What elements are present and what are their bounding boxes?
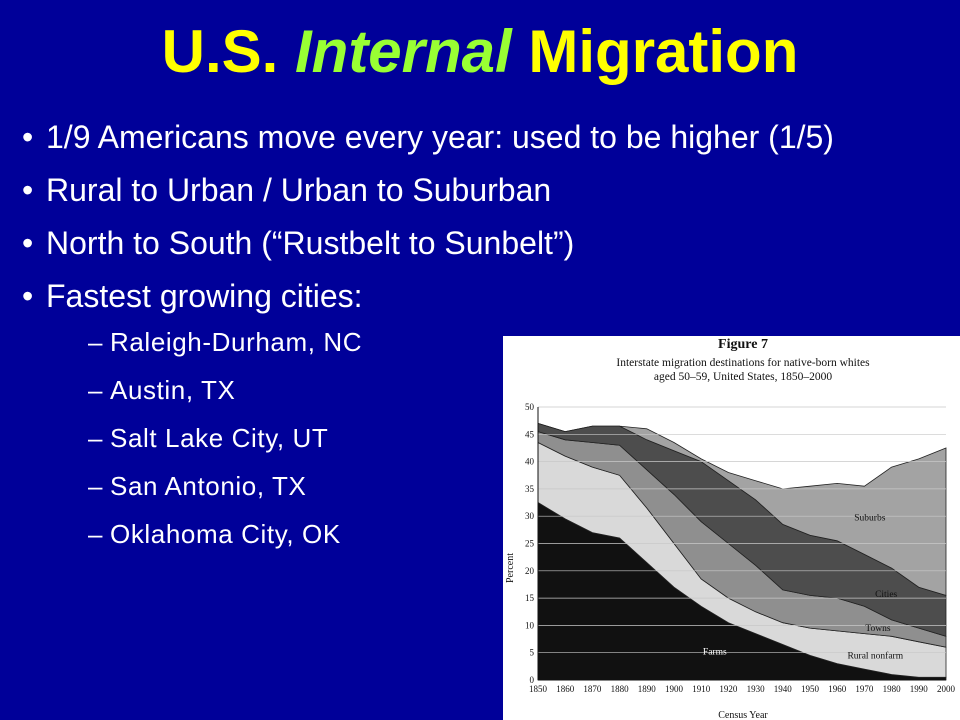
x-tick-label: 1970 <box>855 684 874 694</box>
chart-gridlines <box>537 406 946 681</box>
y-tick-label: 10 <box>525 620 535 630</box>
y-tick-label: 35 <box>525 484 535 494</box>
series-label: Farms <box>703 647 727 657</box>
bullet-text: North to South (“Rustbelt to Sunbelt”) <box>46 225 575 261</box>
y-tick-label: 25 <box>525 539 535 549</box>
series-label: Cities <box>875 590 897 600</box>
bullet-item: Rural to Urban / Urban to Suburban <box>22 171 886 209</box>
x-tick-label: 1870 <box>583 684 602 694</box>
y-tick-label: 5 <box>530 648 535 658</box>
bullet-list: 1/9 Americans move every year: used to b… <box>22 118 886 567</box>
city-item: – San Antonio, TX <box>88 471 886 501</box>
area-suburbs <box>537 423 947 596</box>
x-tick-label: 1910 <box>692 684 711 694</box>
city-text: San Antonio, TX <box>110 471 307 501</box>
x-tick-label: 1890 <box>638 684 657 694</box>
title-italic-word: Internal <box>295 18 512 85</box>
x-tick-label: 1990 <box>910 684 929 694</box>
x-tick-label: 1880 <box>611 684 630 694</box>
city-text: Salt Lake City, UT <box>110 423 329 453</box>
city-text: Austin, TX <box>110 375 236 405</box>
city-item: – Oklahoma City, OK <box>88 519 886 549</box>
bullet-item: North to South (“Rustbelt to Sunbelt”) <box>22 224 886 262</box>
title-prefix: U.S. <box>161 18 295 85</box>
series-label: Towns <box>865 624 891 634</box>
chart-title-line-2: aged 50–59, United States, 1850–2000 <box>654 371 832 383</box>
y-tick-label: 0 <box>530 675 535 685</box>
migration-figure: Figure 7 Interstate migration destinatio… <box>503 336 960 720</box>
y-axis-ticks: 0 5 10 15 20 25 30 35 40 45 50 <box>525 402 535 685</box>
y-tick-label: 50 <box>525 402 535 412</box>
y-tick-label: 45 <box>525 429 535 439</box>
bullet-text: Fastest growing cities: <box>46 278 363 314</box>
y-tick-label: 30 <box>525 511 535 521</box>
x-tick-label: 1960 <box>828 684 847 694</box>
series-labels: Farms Rural nonfarm Towns Cities Suburbs <box>703 514 904 662</box>
city-item: – Raleigh-Durham, NC <box>88 327 886 357</box>
y-tick-label: 15 <box>525 593 535 603</box>
bullet-item: 1/9 Americans move every year: used to b… <box>22 118 886 156</box>
title-suffix: Migration <box>511 18 799 85</box>
dash-marker: – <box>88 519 104 549</box>
dash-marker: – <box>88 423 104 453</box>
dash-marker: – <box>88 471 104 501</box>
city-text: Raleigh-Durham, NC <box>110 327 363 357</box>
x-tick-label: 1950 <box>801 684 820 694</box>
x-axis-label: Census Year <box>718 710 768 720</box>
series-label: Suburbs <box>854 514 885 524</box>
y-axis-label: Percent <box>505 553 516 583</box>
x-tick-label: 1980 <box>883 684 902 694</box>
city-item: – Salt Lake City, UT <box>88 423 886 453</box>
dash-marker: – <box>88 375 104 405</box>
chart-title-line-1: Interstate migration destinations for na… <box>616 357 870 369</box>
migration-chart: Figure 7 Interstate migration destinatio… <box>505 337 956 720</box>
x-tick-label: 1920 <box>719 684 738 694</box>
x-tick-label: 1940 <box>774 684 793 694</box>
x-tick-label: 1930 <box>747 684 766 694</box>
x-axis-ticks: 1850 1860 1870 1880 1890 1900 1910 1920 1930 1940… <box>529 684 956 694</box>
bullet-text: 1/9 Americans move every year: used to b… <box>46 119 834 155</box>
y-tick-label: 40 <box>525 457 535 467</box>
dash-marker: – <box>88 327 104 357</box>
y-tick-label: 20 <box>525 566 535 576</box>
figure-label: Figure 7 <box>718 337 768 352</box>
x-tick-label: 1900 <box>665 684 684 694</box>
series-label: Rural nonfarm <box>847 650 903 661</box>
city-list: – Raleigh-Durham, NC – Austin, TX – Salt La… <box>88 327 886 549</box>
bullet-item: Fastest growing cities: –Raleigh-Durham,… <box>22 277 886 549</box>
slide-title: U.S. Internal Migration <box>0 22 960 82</box>
city-text: Oklahoma City, OK <box>110 519 341 549</box>
x-tick-label: 2000 <box>937 684 956 694</box>
bullet-text: Rural to Urban / Urban to Suburban <box>46 172 552 208</box>
x-tick-label: 1850 <box>529 684 548 694</box>
x-tick-label: 1860 <box>556 684 575 694</box>
city-item: – Austin, TX <box>88 375 886 405</box>
